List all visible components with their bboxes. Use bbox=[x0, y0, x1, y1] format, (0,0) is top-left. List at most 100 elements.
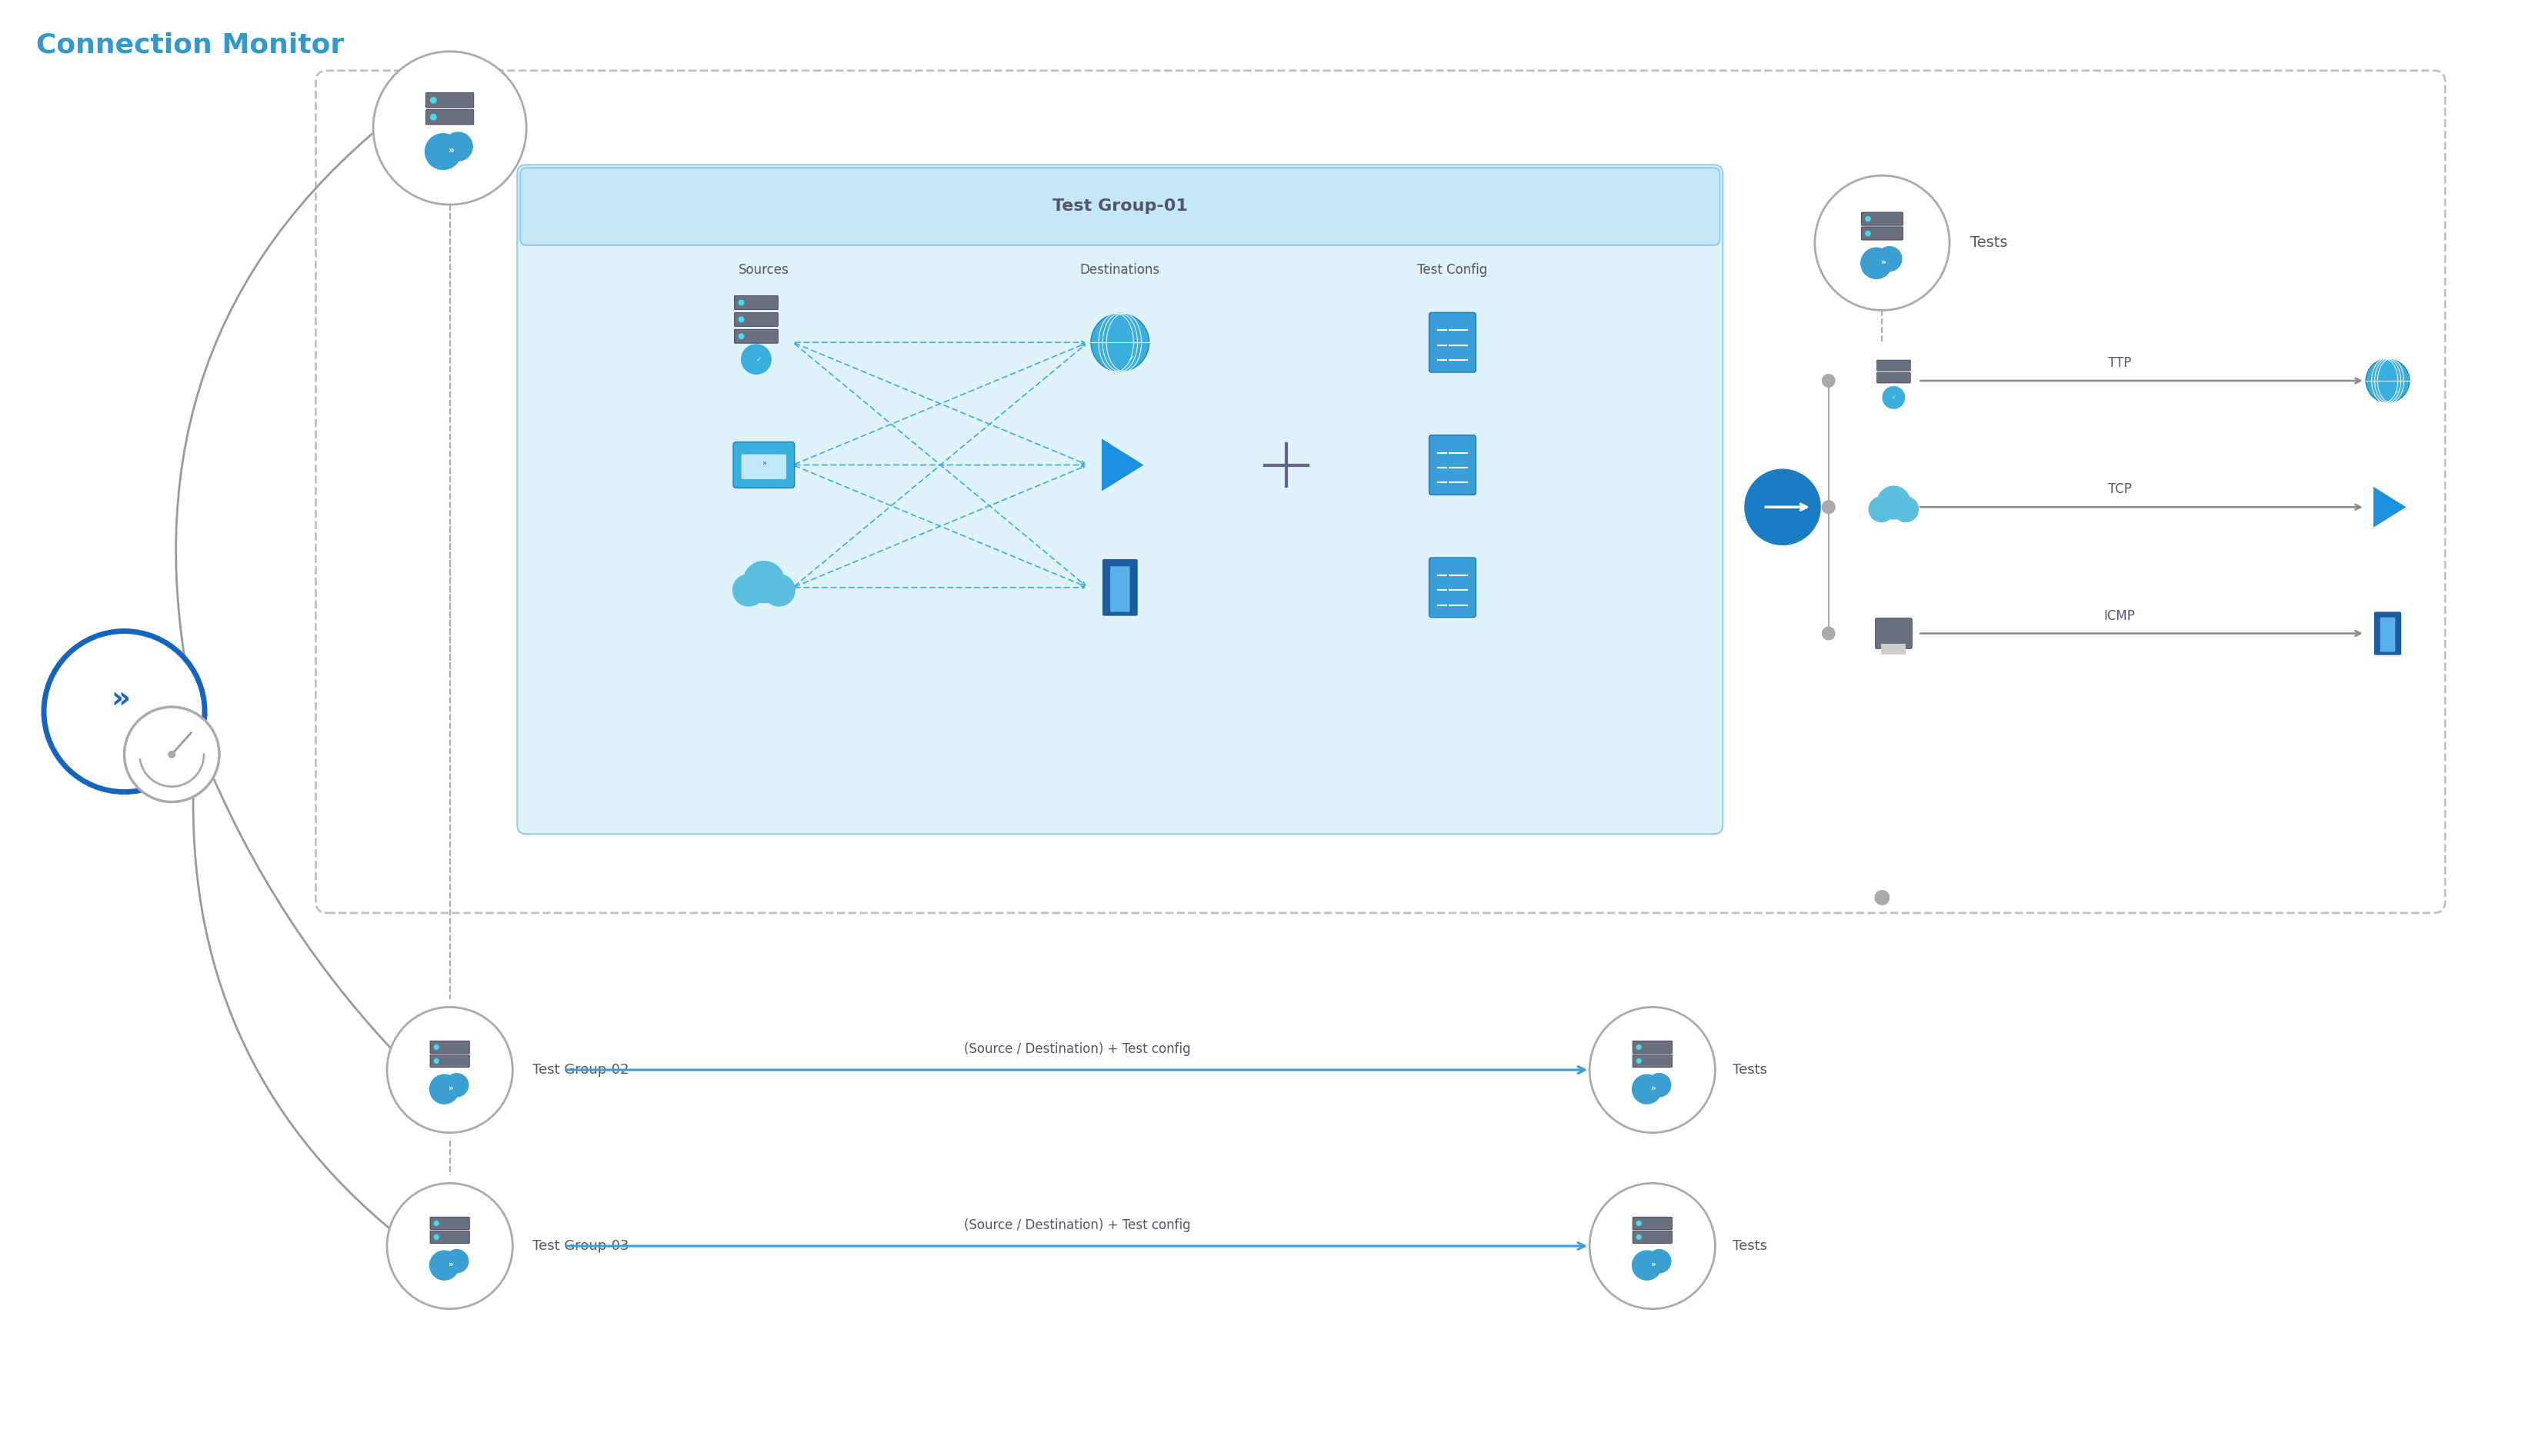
Text: ICMP: ICMP bbox=[2103, 609, 2136, 623]
Circle shape bbox=[1876, 486, 1911, 520]
Circle shape bbox=[434, 1235, 439, 1241]
Circle shape bbox=[2366, 358, 2409, 402]
Circle shape bbox=[434, 1220, 439, 1226]
FancyBboxPatch shape bbox=[1634, 1230, 1672, 1243]
FancyBboxPatch shape bbox=[735, 296, 778, 310]
Circle shape bbox=[429, 1075, 460, 1104]
Text: Destinations: Destinations bbox=[1081, 262, 1159, 277]
Text: »: » bbox=[449, 1259, 454, 1268]
Circle shape bbox=[1091, 313, 1149, 371]
Text: »: » bbox=[1881, 258, 1886, 265]
Circle shape bbox=[1861, 248, 1891, 280]
Text: Test Group-02: Test Group-02 bbox=[533, 1063, 629, 1077]
Circle shape bbox=[1868, 496, 1894, 523]
Circle shape bbox=[1631, 1251, 1661, 1280]
Circle shape bbox=[374, 51, 525, 205]
Circle shape bbox=[737, 316, 745, 323]
FancyBboxPatch shape bbox=[2374, 612, 2401, 655]
Text: Test Config: Test Config bbox=[1417, 262, 1487, 277]
FancyBboxPatch shape bbox=[429, 1041, 470, 1054]
Circle shape bbox=[386, 1008, 513, 1133]
FancyBboxPatch shape bbox=[742, 454, 785, 479]
Circle shape bbox=[1876, 246, 1901, 272]
Circle shape bbox=[1874, 890, 1889, 906]
Text: Tests: Tests bbox=[1732, 1063, 1768, 1077]
Circle shape bbox=[1815, 176, 1949, 310]
FancyBboxPatch shape bbox=[1634, 1054, 1672, 1067]
Circle shape bbox=[1821, 501, 1836, 514]
FancyBboxPatch shape bbox=[1429, 313, 1475, 373]
Circle shape bbox=[48, 635, 202, 788]
Circle shape bbox=[434, 1059, 439, 1064]
Circle shape bbox=[1591, 1184, 1714, 1309]
FancyBboxPatch shape bbox=[1881, 644, 1906, 655]
Circle shape bbox=[429, 1251, 460, 1280]
FancyBboxPatch shape bbox=[518, 165, 1722, 834]
Circle shape bbox=[424, 132, 462, 170]
Text: »: » bbox=[449, 1083, 454, 1092]
Text: Test Group-01: Test Group-01 bbox=[1053, 198, 1187, 214]
Text: »: » bbox=[1651, 1259, 1656, 1268]
Circle shape bbox=[740, 344, 773, 374]
FancyBboxPatch shape bbox=[1103, 559, 1139, 616]
FancyBboxPatch shape bbox=[427, 109, 475, 125]
FancyBboxPatch shape bbox=[1111, 566, 1129, 612]
Circle shape bbox=[1636, 1220, 1641, 1226]
Circle shape bbox=[1821, 501, 1836, 514]
Circle shape bbox=[742, 561, 785, 603]
Text: Sources: Sources bbox=[740, 262, 790, 277]
Text: TCP: TCP bbox=[2108, 482, 2131, 496]
Circle shape bbox=[124, 708, 220, 802]
Circle shape bbox=[386, 1184, 513, 1309]
FancyBboxPatch shape bbox=[1876, 360, 1911, 371]
Circle shape bbox=[1646, 1073, 1672, 1098]
Circle shape bbox=[1636, 1044, 1641, 1050]
Text: ✓: ✓ bbox=[1891, 395, 1896, 400]
Text: ✓: ✓ bbox=[2394, 390, 2399, 395]
Circle shape bbox=[169, 751, 177, 759]
Text: ✓: ✓ bbox=[755, 355, 760, 363]
Text: »: » bbox=[449, 146, 454, 154]
Circle shape bbox=[444, 1249, 470, 1274]
Text: Connection Monitor: Connection Monitor bbox=[35, 32, 343, 58]
Circle shape bbox=[1631, 1075, 1661, 1104]
FancyBboxPatch shape bbox=[1876, 505, 1911, 515]
Circle shape bbox=[429, 114, 437, 121]
FancyBboxPatch shape bbox=[429, 1217, 470, 1229]
FancyBboxPatch shape bbox=[427, 93, 475, 108]
Circle shape bbox=[737, 300, 745, 306]
FancyBboxPatch shape bbox=[1429, 435, 1475, 495]
FancyBboxPatch shape bbox=[742, 585, 785, 597]
Circle shape bbox=[1821, 626, 1836, 641]
FancyBboxPatch shape bbox=[1634, 1041, 1672, 1054]
Circle shape bbox=[434, 1044, 439, 1050]
Polygon shape bbox=[1101, 438, 1144, 491]
Circle shape bbox=[444, 131, 472, 162]
Circle shape bbox=[1646, 1249, 1672, 1274]
FancyBboxPatch shape bbox=[429, 1230, 470, 1243]
Text: (Source / Destination) + Test config: (Source / Destination) + Test config bbox=[965, 1219, 1189, 1232]
Circle shape bbox=[1745, 469, 1821, 546]
Text: »: » bbox=[1651, 1083, 1656, 1092]
FancyBboxPatch shape bbox=[2381, 617, 2396, 652]
Text: (Source / Destination) + Test config: (Source / Destination) + Test config bbox=[965, 1042, 1189, 1056]
Text: Tests: Tests bbox=[1970, 236, 2007, 250]
Circle shape bbox=[429, 98, 437, 103]
Circle shape bbox=[1636, 1235, 1641, 1241]
Text: ✓: ✓ bbox=[1129, 355, 1134, 363]
FancyBboxPatch shape bbox=[520, 167, 1720, 245]
Text: Test Group-03: Test Group-03 bbox=[533, 1239, 629, 1254]
Circle shape bbox=[732, 574, 765, 607]
FancyBboxPatch shape bbox=[1429, 558, 1475, 617]
Circle shape bbox=[763, 574, 795, 607]
Text: Tests: Tests bbox=[1732, 1239, 1768, 1254]
FancyBboxPatch shape bbox=[1876, 373, 1911, 383]
Polygon shape bbox=[2374, 486, 2406, 527]
FancyBboxPatch shape bbox=[1876, 619, 1911, 649]
Circle shape bbox=[444, 1073, 470, 1098]
FancyBboxPatch shape bbox=[735, 313, 778, 326]
Circle shape bbox=[737, 333, 745, 339]
Circle shape bbox=[1866, 230, 1871, 236]
FancyBboxPatch shape bbox=[735, 329, 778, 344]
Text: »: » bbox=[763, 459, 765, 467]
